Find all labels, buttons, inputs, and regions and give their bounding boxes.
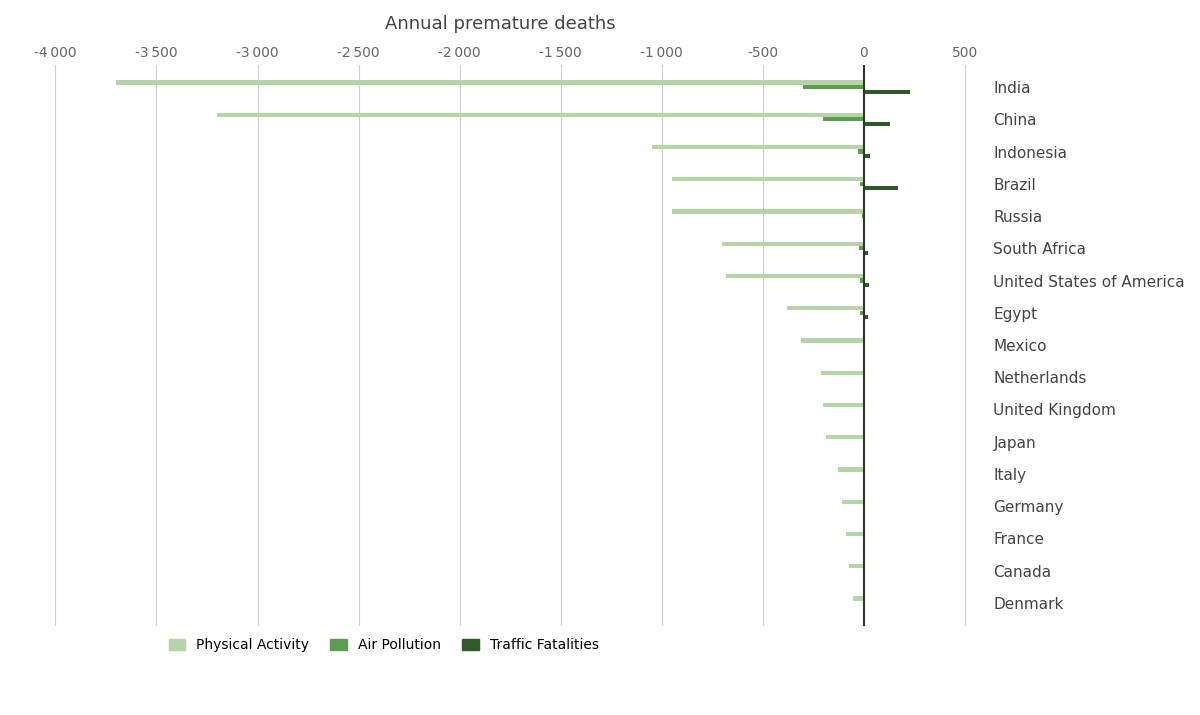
Bar (823, 403, 864, 407)
Bar (823, 117, 864, 122)
Bar (859, 311, 864, 315)
Bar (787, 306, 864, 310)
Bar (803, 85, 864, 89)
Bar (821, 370, 864, 375)
Bar (859, 246, 864, 250)
Bar (722, 242, 864, 246)
Bar (672, 177, 864, 182)
Bar (858, 149, 864, 154)
Bar (116, 81, 864, 84)
Bar (853, 596, 864, 601)
Bar (862, 214, 864, 218)
Bar (217, 113, 864, 117)
Title: Annual premature deaths: Annual premature deaths (385, 15, 616, 33)
Bar (846, 532, 864, 536)
Bar (859, 278, 864, 282)
Bar (864, 251, 868, 255)
Bar (672, 209, 864, 214)
Bar (859, 182, 864, 186)
Bar (652, 145, 864, 149)
Bar (864, 315, 868, 320)
Bar (827, 435, 864, 439)
Bar (841, 500, 864, 504)
Bar (864, 122, 890, 126)
Legend: Physical Activity, Air Pollution, Traffic Fatalities: Physical Activity, Air Pollution, Traffi… (163, 633, 604, 658)
Bar (864, 186, 898, 190)
Bar (726, 274, 864, 278)
Bar (864, 283, 869, 287)
Bar (864, 89, 911, 94)
Bar (848, 564, 864, 568)
Bar (802, 338, 864, 342)
Bar (838, 468, 864, 472)
Bar (864, 154, 870, 158)
